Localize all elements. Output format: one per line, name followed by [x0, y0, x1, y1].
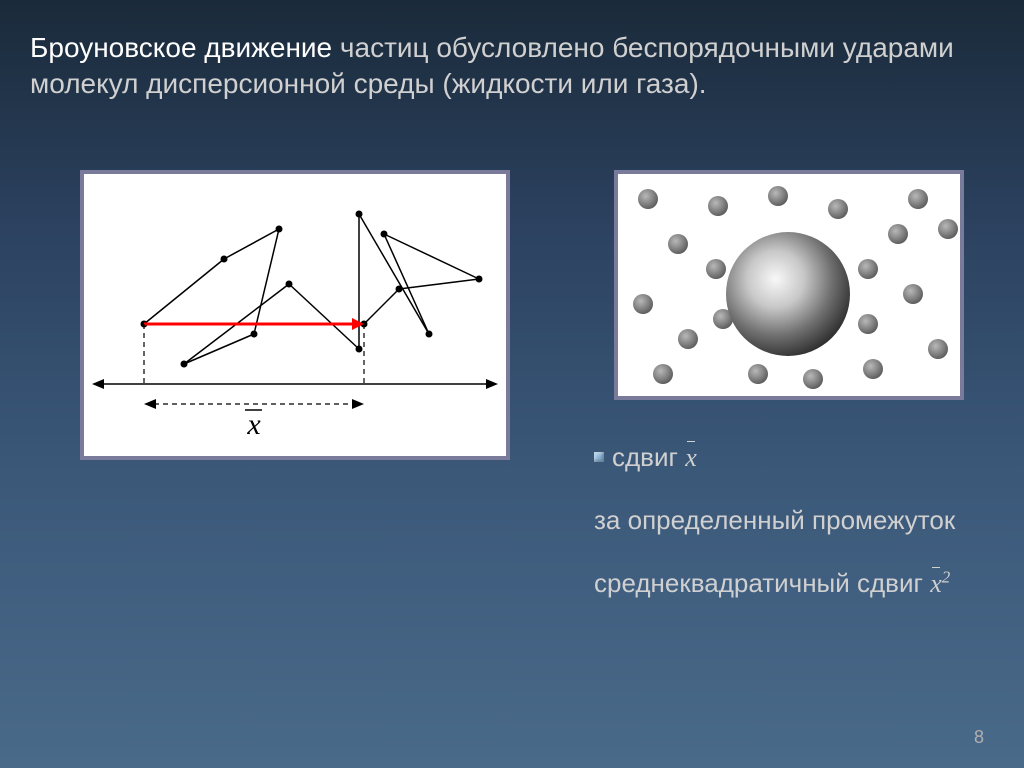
text-block: сдвиг x за определенный промежуток средн…	[594, 440, 964, 629]
bullet-icon	[594, 452, 604, 462]
svg-text:x: x	[246, 408, 261, 441]
line-rms: среднеквадратичный сдвиг x2	[594, 566, 964, 601]
line-shift: сдвиг x	[594, 440, 964, 475]
brownian-path-diagram: x	[80, 170, 510, 460]
title-highlight: Броуновское движение	[30, 32, 340, 63]
particle-diagram	[614, 170, 964, 400]
rms-label: среднеквадратичный сдвиг	[594, 568, 930, 598]
xbar2-formula: x2	[930, 569, 950, 598]
slide-title: Броуновское движение частиц обусловлено …	[30, 30, 994, 103]
xbar-formula: x	[685, 440, 697, 475]
line-interval: за определенный промежуток	[594, 503, 964, 538]
shift-label: сдвиг	[612, 442, 685, 472]
page-number: 8	[974, 727, 984, 748]
